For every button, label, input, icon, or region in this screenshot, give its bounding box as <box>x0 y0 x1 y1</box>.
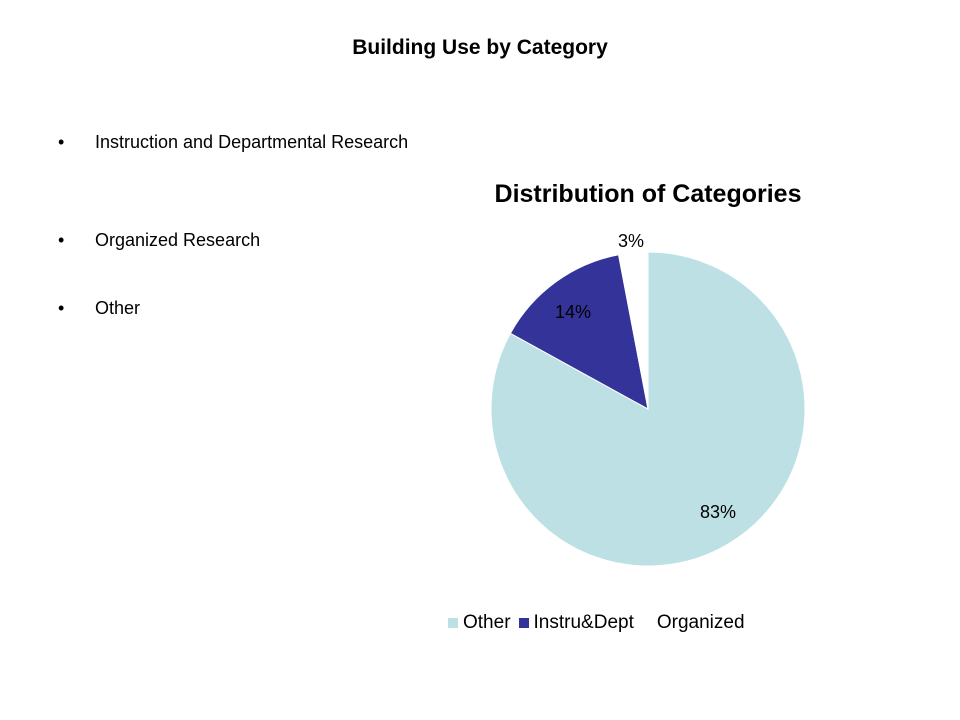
legend-label-other: Other <box>463 612 511 633</box>
pie-slice-organized <box>617 251 649 410</box>
legend-item-instru-dept: Instru&Dept <box>518 612 634 634</box>
legend-swatch-organized <box>641 618 652 628</box>
bullet-item-organized: • Organized Research <box>58 226 418 254</box>
legend-swatch-other <box>448 618 458 628</box>
legend-label-instru-dept: Instru&Dept <box>533 612 634 633</box>
data-label-other: 83% <box>700 502 736 522</box>
bullet-item-instruction: • Instruction and Departmental Research <box>58 128 418 184</box>
bullet-list: • Instruction and Departmental Research … <box>58 128 418 322</box>
bullet-text-other: Other <box>95 298 141 318</box>
slide-title: Building Use by Category <box>352 36 608 59</box>
legend-item-organized: Organized <box>641 612 745 634</box>
bullet-marker: • <box>58 298 65 318</box>
bullet-text-organized: Organized Research <box>95 230 261 250</box>
bullet-item-other: • Other <box>58 294 418 322</box>
bullet-marker: • <box>58 230 65 250</box>
chart-title: Distribution of Categories <box>494 180 802 208</box>
bullet-text-instruction: Instruction and Departmental Research <box>95 132 409 152</box>
chart-legend: Other Instru&Dept Organized <box>448 610 753 636</box>
data-label-instru-dept: 14% <box>555 302 591 322</box>
bullet-marker: • <box>58 132 65 152</box>
data-label-organized: 3% <box>618 231 644 251</box>
legend-item-other: Other <box>448 612 511 634</box>
legend-swatch-instru-dept <box>518 618 529 628</box>
legend-label-organized: Organized <box>656 612 745 633</box>
pie-slice-instru-dept <box>509 254 649 410</box>
